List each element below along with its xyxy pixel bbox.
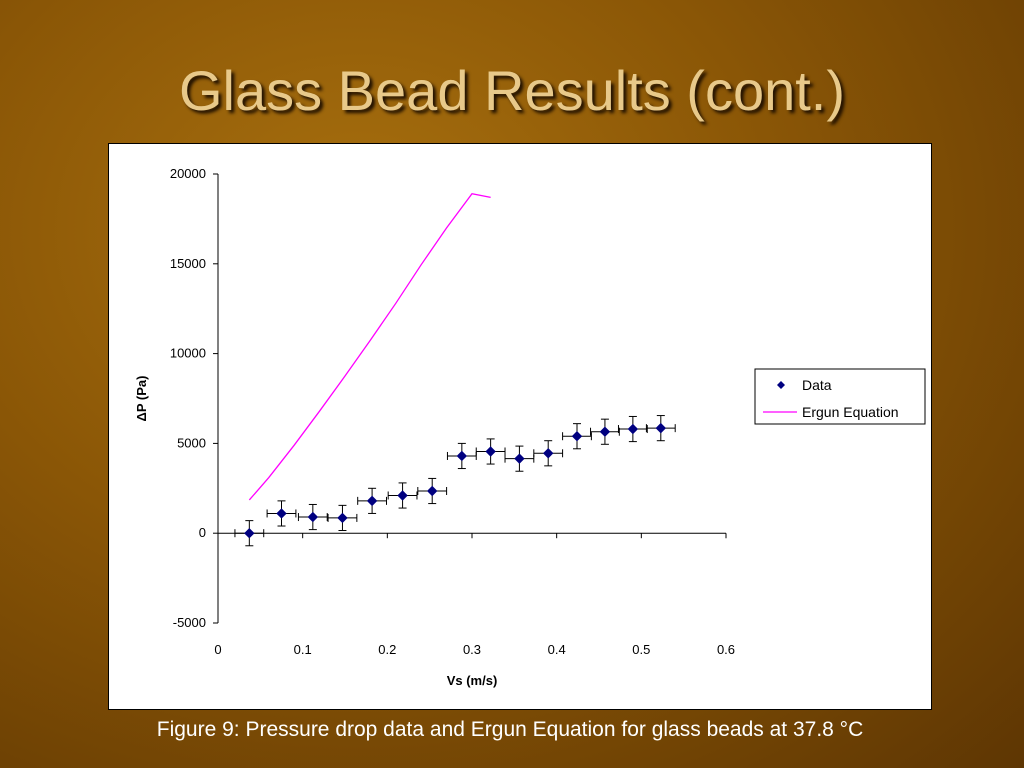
x-tick-label: 0.6 bbox=[717, 642, 735, 657]
data-point bbox=[485, 446, 496, 457]
legend-data-marker bbox=[777, 381, 785, 389]
y-axis-title: ΔP (Pa) bbox=[134, 376, 149, 422]
data-point bbox=[542, 448, 554, 459]
ergun-equation-line bbox=[248, 193, 491, 501]
y-tick-label: 20000 bbox=[170, 166, 206, 181]
data-point bbox=[514, 453, 525, 464]
data-point bbox=[337, 512, 348, 524]
chart-svg: -5000 0 5000 10000 15000 20000 0 0.1 0.2 0.3 0.4 0.… bbox=[134, 166, 926, 688]
chart-panel: -5000 0 5000 10000 15000 20000 0 0.1 0.2 0.3 0.4 0.… bbox=[108, 143, 932, 710]
x-tick-label: 0.5 bbox=[632, 642, 650, 657]
x-tick-label: 0.3 bbox=[463, 642, 481, 657]
x-tick-label: 0.4 bbox=[548, 642, 566, 657]
slide-title: Glass Bead Results (cont.) bbox=[178, 59, 846, 122]
data-point bbox=[307, 511, 319, 523]
legend-ergun-label: Ergun Equation bbox=[802, 404, 899, 420]
data-point bbox=[571, 431, 583, 442]
x-tick-label: 0.2 bbox=[378, 642, 396, 657]
legend-data-label: Data bbox=[802, 377, 832, 393]
x-axis-title: Vs (m/s) bbox=[447, 673, 498, 688]
data-point bbox=[426, 485, 438, 497]
data-point bbox=[366, 495, 378, 507]
data-point bbox=[397, 490, 408, 501]
y-tick-label: -5000 bbox=[173, 615, 206, 630]
figure-caption: Figure 9: Pressure drop data and Ergun E… bbox=[156, 718, 864, 741]
data-point bbox=[655, 422, 667, 434]
y-tick-label: 0 bbox=[199, 525, 206, 540]
x-tick-label: 0.1 bbox=[294, 642, 312, 657]
x-tick-label: 0 bbox=[214, 642, 221, 657]
data-point bbox=[276, 508, 287, 519]
data-point bbox=[244, 527, 255, 539]
y-tick-label: 15000 bbox=[170, 256, 206, 271]
y-tick-label: 5000 bbox=[177, 435, 206, 450]
y-tick-label: 10000 bbox=[170, 346, 206, 361]
legend-box bbox=[754, 368, 926, 425]
data-point bbox=[456, 450, 468, 462]
data-point bbox=[627, 423, 639, 435]
data-point bbox=[599, 426, 611, 437]
